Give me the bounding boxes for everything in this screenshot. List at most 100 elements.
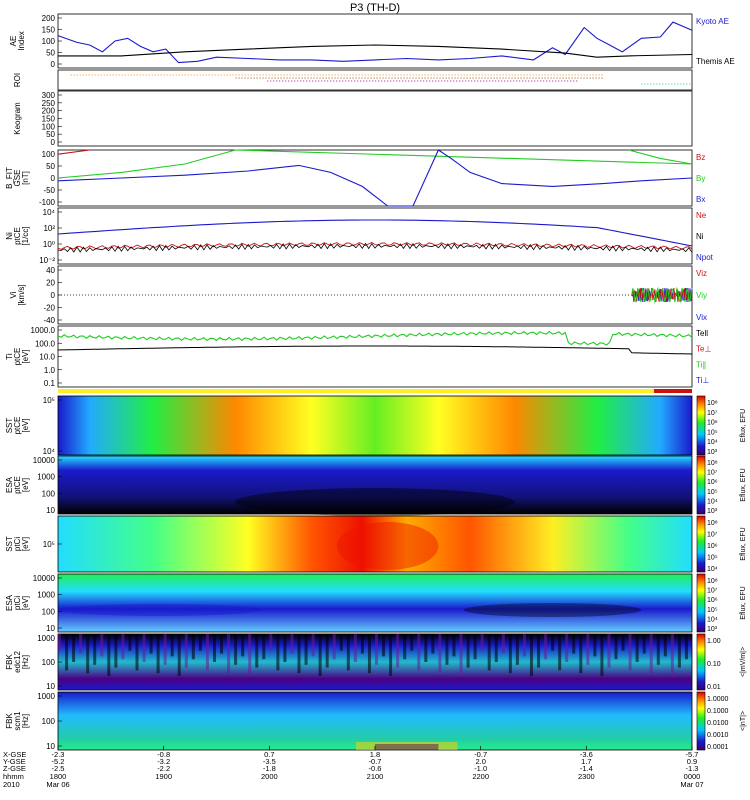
legend-label: Viz bbox=[696, 269, 707, 278]
panel-frame bbox=[57, 149, 693, 207]
x-tick-label: 1.7 bbox=[581, 757, 591, 766]
streak bbox=[389, 634, 393, 676]
y-axis-label: ptCi bbox=[13, 596, 22, 610]
streak bbox=[128, 634, 132, 651]
streak bbox=[311, 634, 315, 657]
series-line bbox=[57, 149, 693, 207]
colorbar-tick-label: 10⁴ bbox=[707, 498, 718, 505]
colorbar-tick-label: 10⁷ bbox=[707, 532, 718, 539]
streak bbox=[346, 634, 350, 671]
streak bbox=[114, 634, 118, 668]
x-tick-label: 2200 bbox=[472, 772, 489, 781]
streak bbox=[163, 634, 167, 665]
streak bbox=[156, 634, 160, 674]
spectrogram-0: SST ptCE [eV] 10⁵ 10⁴ 10⁸ 10⁷ 10⁶ 10⁵ 10⁴ 10³ Eflux… bbox=[5, 395, 747, 456]
streak bbox=[522, 634, 526, 657]
y-tick-label: 10⁻² bbox=[39, 256, 55, 265]
x-tick-label: 1.8 bbox=[370, 750, 380, 759]
colorbar-tick-label: 0.01 bbox=[707, 684, 721, 691]
streak bbox=[269, 634, 273, 651]
streak bbox=[276, 634, 280, 671]
streak bbox=[297, 634, 301, 674]
y-axis-label: edc12 bbox=[13, 651, 22, 673]
streak bbox=[438, 634, 442, 674]
y-axis-label: scm1 bbox=[13, 711, 22, 731]
streak bbox=[325, 634, 329, 668]
density-traces bbox=[57, 219, 693, 253]
colorbar-tick-label: 1.00 bbox=[707, 638, 721, 645]
x-tick-label: 2100 bbox=[367, 772, 384, 781]
panel-frame bbox=[57, 207, 693, 265]
y-tick-label: 100 bbox=[42, 658, 56, 667]
x-row-label: hhmm bbox=[3, 772, 24, 781]
y-tick-label: 300 bbox=[42, 91, 56, 100]
y-axis-label: ESA bbox=[5, 594, 14, 611]
streak bbox=[551, 634, 555, 651]
colorbar bbox=[696, 395, 706, 456]
temperature-traces bbox=[57, 330, 693, 355]
streak bbox=[198, 634, 202, 651]
panel-frame bbox=[57, 90, 693, 147]
panel-0: AE Index 200 150 100 50 0 Kyoto AE Themis AE bbox=[9, 13, 735, 69]
streak bbox=[367, 634, 371, 674]
legend-label: Vix bbox=[696, 313, 707, 322]
y-tick-label: 1000.0 bbox=[31, 326, 56, 335]
colorbar-tick-label: 10⁶ bbox=[707, 597, 718, 604]
panel-5: Vi [km/s] 40 20 0 -20 -40 Viz Viy Vix bbox=[9, 265, 707, 325]
y-axis-label: Ti bbox=[5, 353, 14, 360]
y-axis-label: ptCE bbox=[13, 348, 22, 366]
streak bbox=[234, 634, 238, 665]
streak bbox=[621, 634, 625, 651]
streak bbox=[572, 634, 576, 654]
blue-region bbox=[58, 604, 261, 616]
dark-region bbox=[235, 488, 515, 516]
colorbar-tick-label: 10⁵ bbox=[707, 429, 718, 436]
y-tick-label: 10⁰ bbox=[43, 240, 55, 249]
y-tick-label: 100 bbox=[42, 607, 56, 616]
streak bbox=[635, 634, 639, 662]
y-tick-label: 10² bbox=[43, 224, 55, 233]
colorbar-tick-label: 0.0100 bbox=[707, 720, 729, 727]
colorbar-tick-label: 10⁴ bbox=[707, 439, 718, 446]
colorbar bbox=[696, 691, 706, 751]
streak bbox=[79, 634, 83, 654]
y-axis-label: [Hz] bbox=[21, 655, 30, 669]
y-tick-label: -20 bbox=[43, 304, 55, 313]
streak bbox=[339, 634, 343, 651]
streak bbox=[677, 634, 681, 668]
spectrogram-texture bbox=[58, 488, 688, 750]
streak bbox=[480, 634, 484, 651]
legend-label: Bz bbox=[696, 153, 705, 162]
x-tick-label: Mar 07 bbox=[680, 780, 703, 789]
streak bbox=[72, 634, 76, 662]
streak bbox=[177, 634, 181, 676]
velocity-noise bbox=[631, 286, 693, 304]
streak bbox=[684, 634, 688, 660]
y-tick-label: 40 bbox=[46, 266, 55, 275]
spectrogram-image bbox=[57, 573, 693, 633]
panel-frame bbox=[57, 265, 693, 325]
colorbar-tick-label: 10⁶ bbox=[707, 543, 718, 550]
y-axis-label: [km/s] bbox=[17, 284, 26, 305]
status-bar bbox=[58, 389, 692, 393]
colorbar-tick-label: 10⁵ bbox=[707, 489, 718, 496]
colorbar-tick-label: 10⁴ bbox=[707, 616, 718, 623]
y-tick-label: 50 bbox=[46, 49, 55, 58]
status-bar-flag bbox=[653, 389, 692, 393]
colorbar-tick-label: 10³ bbox=[707, 449, 718, 456]
streak bbox=[135, 634, 139, 671]
y-tick-label: 10 bbox=[46, 506, 55, 515]
red-band bbox=[375, 744, 439, 750]
colorbar-label: Eflux, EFU bbox=[740, 468, 747, 501]
x-tick-label: -1.4 bbox=[580, 764, 593, 773]
legend-label: Ni bbox=[696, 232, 704, 241]
legend-label: Tell bbox=[696, 329, 708, 338]
y-tick-label: -40 bbox=[43, 316, 55, 325]
panel-1: ROI bbox=[13, 69, 693, 91]
y-tick-label: 200 bbox=[42, 107, 56, 116]
streak bbox=[65, 634, 69, 671]
x-tick-label: 2.0 bbox=[475, 757, 485, 766]
x-tick-label: -3.6 bbox=[580, 750, 593, 759]
colorbar-tick-label: 10⁶ bbox=[707, 479, 718, 486]
x-tick-label: -5.7 bbox=[686, 750, 699, 759]
